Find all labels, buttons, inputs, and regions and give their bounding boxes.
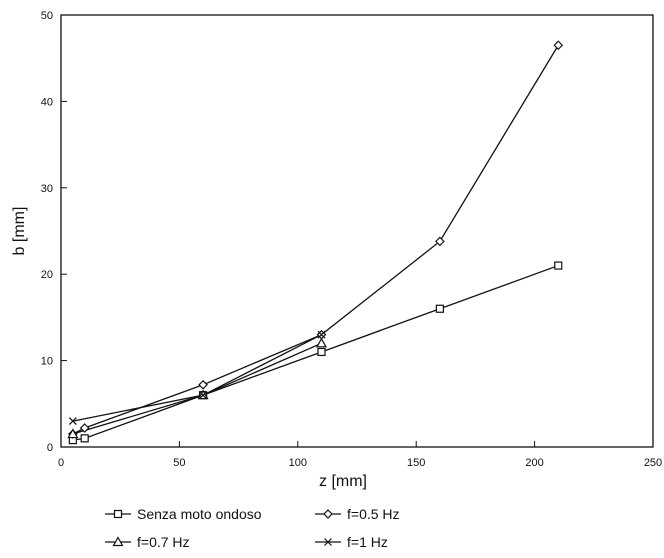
data-point bbox=[68, 417, 77, 426]
legend-label: Senza moto ondoso bbox=[137, 506, 262, 522]
x-axis-label: z [mm] bbox=[319, 473, 367, 490]
x-tick-label: 200 bbox=[525, 457, 543, 469]
legend: Senza moto ondoso f=0.5 Hz f=0.7 Hz f=1 Hz bbox=[105, 506, 400, 550]
data-point bbox=[199, 391, 208, 400]
data-point bbox=[435, 236, 445, 247]
y-tick-label: 30 bbox=[41, 183, 53, 195]
series-line-2 bbox=[72, 342, 322, 435]
series-markers bbox=[67, 40, 564, 445]
y-tick-label: 50 bbox=[41, 10, 53, 22]
data-point bbox=[315, 337, 328, 348]
x-tick-label: 100 bbox=[289, 457, 307, 469]
legend-label: f=1 Hz bbox=[347, 534, 388, 550]
data-point bbox=[79, 423, 90, 433]
x-tick-label: 250 bbox=[644, 457, 662, 469]
data-point bbox=[553, 40, 564, 51]
y-axis-label: b [mm] bbox=[11, 207, 28, 256]
x-tick-label: 50 bbox=[173, 457, 185, 469]
legend-marker bbox=[112, 536, 124, 547]
y-tick-label: 10 bbox=[41, 356, 53, 368]
legend-label: f=0.5 Hz bbox=[347, 506, 400, 522]
data-point bbox=[317, 330, 326, 339]
legend-marker bbox=[324, 538, 332, 546]
data-point bbox=[435, 304, 444, 313]
legend-label: f=0.7 Hz bbox=[137, 534, 190, 550]
data-point bbox=[317, 347, 326, 357]
series-line-3 bbox=[72, 334, 322, 422]
series-line-0 bbox=[72, 264, 559, 441]
legend-marker bbox=[323, 509, 333, 519]
axis-ticks: 0 50 100 150 200 250 0 10 20 30 40 50 bbox=[41, 10, 662, 469]
data-point bbox=[198, 379, 208, 390]
series-line-1 bbox=[72, 44, 559, 435]
data-point bbox=[554, 261, 563, 270]
x-tick-label: 150 bbox=[407, 457, 425, 469]
data-point bbox=[67, 428, 79, 439]
series-lines bbox=[72, 44, 559, 441]
legend-marker bbox=[113, 509, 123, 519]
x-tick-label: 0 bbox=[58, 457, 64, 469]
y-tick-label: 0 bbox=[47, 442, 53, 454]
y-tick-label: 40 bbox=[41, 96, 53, 108]
plot-frame bbox=[60, 14, 654, 448]
data-point bbox=[80, 434, 89, 443]
y-tick-label: 20 bbox=[41, 269, 53, 281]
